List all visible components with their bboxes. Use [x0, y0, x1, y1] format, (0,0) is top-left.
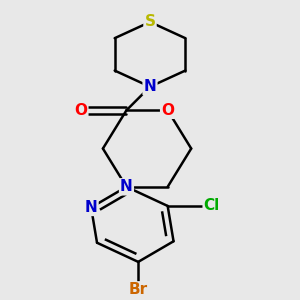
Text: Cl: Cl — [204, 199, 220, 214]
Text: N: N — [144, 79, 156, 94]
Text: O: O — [161, 103, 174, 118]
Text: S: S — [145, 14, 155, 29]
Text: N: N — [120, 179, 133, 194]
Text: O: O — [74, 103, 87, 118]
Text: Br: Br — [129, 282, 148, 297]
Text: N: N — [85, 200, 98, 215]
